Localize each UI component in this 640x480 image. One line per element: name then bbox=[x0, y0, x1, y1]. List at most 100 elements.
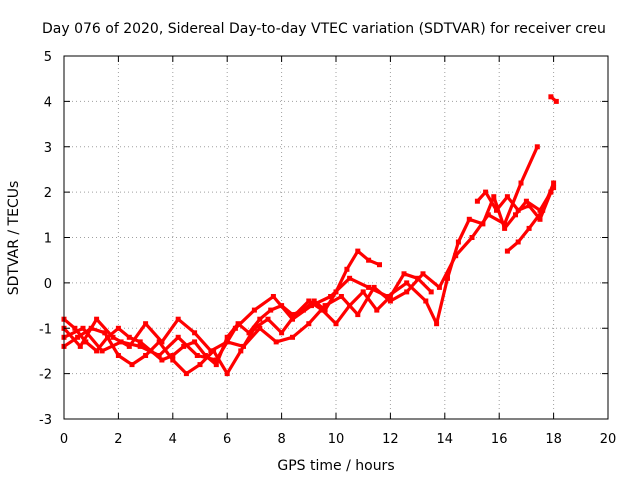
x-tick-label: 14 bbox=[437, 432, 454, 447]
x-tick-label: 16 bbox=[491, 432, 508, 447]
x-tick-label: 0 bbox=[60, 432, 68, 447]
data-point bbox=[485, 212, 491, 218]
data-point bbox=[360, 289, 366, 295]
x-axis-label: GPS time / hours bbox=[277, 458, 394, 474]
data-point bbox=[347, 275, 353, 281]
data-point bbox=[159, 339, 165, 345]
data-point bbox=[126, 343, 132, 349]
data-point bbox=[224, 371, 230, 377]
data-point bbox=[537, 216, 543, 222]
y-tick-label: -3 bbox=[39, 413, 52, 428]
data-point bbox=[428, 289, 434, 295]
data-point bbox=[72, 325, 78, 331]
data-point bbox=[355, 312, 361, 318]
data-point bbox=[232, 325, 238, 331]
data-point bbox=[102, 330, 108, 336]
ticks bbox=[63, 55, 609, 420]
data-point bbox=[377, 262, 382, 268]
data-point bbox=[338, 294, 344, 299]
data-point bbox=[257, 316, 263, 322]
data-point bbox=[137, 339, 143, 345]
data-point bbox=[504, 194, 510, 200]
y-tick-labels: -3 -2 -1 0 1 2 3 4 5 bbox=[39, 50, 52, 428]
data-point bbox=[224, 334, 230, 340]
y-axis-label: SDTVAR / TECUs bbox=[6, 181, 22, 296]
grid bbox=[64, 56, 608, 419]
data-point bbox=[170, 357, 176, 363]
data-point bbox=[494, 207, 499, 213]
data-point bbox=[423, 298, 429, 304]
series-layer bbox=[61, 94, 559, 377]
data-point bbox=[480, 221, 486, 227]
data-point bbox=[404, 289, 410, 295]
y-tick-label: 0 bbox=[44, 277, 52, 292]
data-point bbox=[175, 334, 181, 340]
data-point bbox=[246, 330, 252, 336]
data-point bbox=[156, 339, 162, 345]
data-point bbox=[540, 207, 546, 213]
data-point bbox=[333, 321, 339, 327]
data-point bbox=[115, 325, 121, 331]
data-point bbox=[374, 307, 380, 313]
data-point bbox=[548, 94, 554, 100]
data-point bbox=[279, 330, 285, 336]
data-point bbox=[445, 275, 450, 281]
x-tick-label: 4 bbox=[169, 432, 177, 447]
data-point bbox=[309, 303, 314, 309]
data-point bbox=[371, 284, 377, 290]
data-point bbox=[265, 316, 271, 322]
data-point bbox=[208, 348, 214, 354]
x-tick-labels: 0 2 4 6 8 10 12 14 16 18 20 bbox=[60, 432, 616, 447]
data-point bbox=[474, 198, 480, 204]
data-point bbox=[273, 339, 279, 345]
data-point bbox=[526, 225, 532, 231]
data-point bbox=[290, 334, 295, 340]
data-point bbox=[213, 362, 219, 368]
data-point bbox=[434, 321, 440, 327]
data-point bbox=[202, 353, 208, 358]
data-point bbox=[192, 339, 198, 345]
data-point bbox=[553, 98, 559, 104]
data-point bbox=[401, 271, 407, 277]
data-point bbox=[420, 271, 426, 277]
data-point bbox=[156, 353, 162, 358]
data-point bbox=[290, 316, 295, 322]
data-point bbox=[292, 312, 298, 318]
data-point bbox=[94, 316, 100, 322]
data-point bbox=[513, 212, 518, 218]
data-point bbox=[455, 239, 461, 245]
x-tick-label: 10 bbox=[328, 432, 345, 447]
data-point bbox=[469, 235, 475, 240]
data-point bbox=[251, 307, 257, 313]
data-point bbox=[159, 357, 165, 363]
y-tick-label: 3 bbox=[44, 141, 52, 156]
x-tick-label: 20 bbox=[600, 432, 617, 447]
data-point bbox=[137, 343, 143, 349]
x-tick-label: 18 bbox=[545, 432, 562, 447]
data-point bbox=[306, 298, 312, 304]
data-point bbox=[183, 371, 189, 377]
data-point bbox=[175, 316, 181, 322]
data-point bbox=[197, 362, 203, 368]
data-point bbox=[181, 343, 187, 349]
data-point bbox=[83, 339, 89, 345]
data-point bbox=[551, 180, 557, 186]
data-point bbox=[366, 284, 372, 290]
data-point bbox=[466, 216, 472, 222]
data-point bbox=[311, 298, 317, 304]
data-point bbox=[99, 348, 105, 354]
data-point bbox=[170, 353, 176, 358]
data-point bbox=[194, 353, 200, 358]
data-point bbox=[143, 321, 149, 327]
data-point bbox=[387, 298, 393, 304]
data-point bbox=[537, 207, 543, 213]
data-point bbox=[238, 348, 244, 354]
data-point bbox=[344, 266, 350, 272]
data-point bbox=[515, 239, 521, 245]
data-point bbox=[192, 330, 198, 336]
data-point bbox=[268, 307, 274, 313]
data-point bbox=[515, 207, 521, 213]
data-point bbox=[115, 353, 121, 358]
x-tick-label: 12 bbox=[382, 432, 399, 447]
data-point bbox=[110, 334, 116, 340]
